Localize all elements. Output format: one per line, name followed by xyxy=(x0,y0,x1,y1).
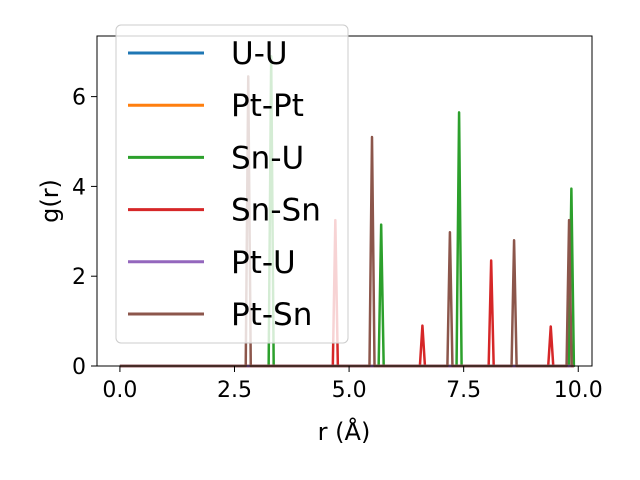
legend-label: Pt-U xyxy=(231,245,296,281)
legend-label: Sn-U xyxy=(231,140,304,176)
legend-label: Sn-Sn xyxy=(231,193,321,229)
y-tick-label: 0 xyxy=(72,355,86,380)
x-axis-label: r (Å) xyxy=(318,417,371,446)
x-axis: 0.0 2.5 5.0 7.5 10.0 xyxy=(102,366,603,403)
x-tick-label: 5.0 xyxy=(332,378,367,403)
x-tick-label: 2.5 xyxy=(217,378,252,403)
legend-label: Pt-Pt xyxy=(231,88,304,124)
x-tick-label: 7.5 xyxy=(446,378,481,403)
legend-box xyxy=(115,24,349,344)
x-tick-label: 10.0 xyxy=(554,378,603,403)
x-tick-label: 0.0 xyxy=(102,378,137,403)
legend: U-U Pt-Pt Sn-U Sn-Sn Pt-U Pt-Sn xyxy=(115,24,349,344)
y-axis-label: g(r) xyxy=(36,179,64,223)
legend-label: Pt-Sn xyxy=(231,297,312,333)
y-tick-label: 4 xyxy=(72,175,86,200)
y-axis: 0 2 4 6 xyxy=(72,86,97,380)
y-tick-label: 2 xyxy=(72,265,86,290)
legend-label: U-U xyxy=(231,36,288,72)
y-tick-label: 6 xyxy=(72,86,86,111)
